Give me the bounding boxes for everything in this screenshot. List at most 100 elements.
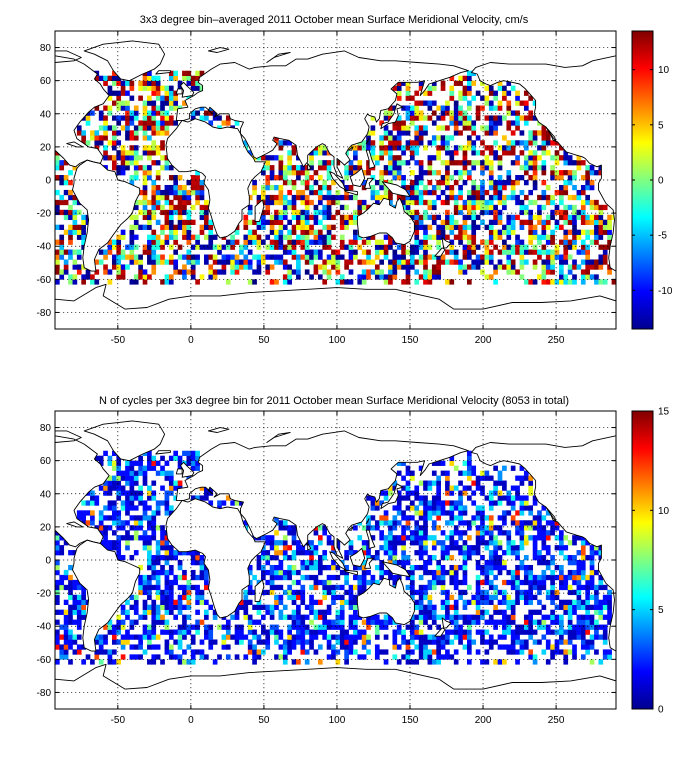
data-bin bbox=[129, 244, 135, 250]
data-bin bbox=[63, 175, 69, 181]
data-bin bbox=[488, 495, 494, 501]
data-bin bbox=[125, 540, 130, 546]
data-bin bbox=[221, 259, 227, 265]
data-bin bbox=[475, 505, 481, 511]
data-bin bbox=[607, 594, 612, 601]
data-bin bbox=[523, 209, 529, 216]
data-bin bbox=[541, 135, 547, 141]
data-bin bbox=[68, 170, 73, 176]
data-bin bbox=[370, 535, 376, 541]
data-bin bbox=[260, 574, 266, 581]
data-bin bbox=[155, 644, 161, 650]
data-bin bbox=[208, 624, 214, 630]
data-bin bbox=[532, 264, 538, 270]
data-bin bbox=[453, 579, 459, 586]
data-bin bbox=[585, 264, 590, 270]
data-bin bbox=[388, 540, 393, 546]
data-bin bbox=[418, 654, 424, 660]
data-bin bbox=[396, 145, 402, 151]
data-bin bbox=[523, 219, 529, 225]
data-bin bbox=[168, 259, 174, 265]
data-bin bbox=[357, 244, 363, 250]
data-bin bbox=[147, 115, 152, 121]
data-bin bbox=[488, 184, 494, 191]
data-bin bbox=[190, 550, 196, 556]
data-bin bbox=[129, 525, 135, 531]
data-bin bbox=[103, 540, 108, 546]
data-bin bbox=[168, 189, 174, 196]
data-bin bbox=[410, 150, 415, 156]
data-bin bbox=[396, 460, 402, 466]
data-bin bbox=[576, 155, 582, 161]
data-bin bbox=[111, 475, 117, 481]
data-bin bbox=[278, 560, 284, 566]
data-bin bbox=[142, 470, 148, 476]
data-bin bbox=[55, 639, 60, 645]
data-bin bbox=[85, 500, 91, 506]
data-bin bbox=[471, 515, 477, 521]
data-bin bbox=[554, 170, 560, 176]
data-bin bbox=[383, 135, 389, 141]
data-bin bbox=[103, 80, 108, 86]
data-bin bbox=[357, 209, 363, 216]
data-bin bbox=[147, 604, 152, 610]
data-bin bbox=[567, 244, 573, 250]
data-bin bbox=[414, 130, 420, 136]
data-bin bbox=[594, 619, 599, 625]
data-bin bbox=[453, 120, 459, 126]
data-bin bbox=[199, 85, 205, 91]
data-bin bbox=[125, 150, 130, 156]
data-bin bbox=[94, 75, 100, 81]
data-bin bbox=[598, 264, 604, 270]
data-bin bbox=[488, 194, 494, 201]
data-bin bbox=[269, 535, 275, 541]
data-bin bbox=[423, 274, 428, 280]
data-bin bbox=[55, 189, 60, 196]
data-bin bbox=[326, 165, 332, 171]
data-bin bbox=[234, 254, 240, 260]
data-bin bbox=[173, 100, 179, 106]
data-bin bbox=[296, 254, 301, 260]
data-bin bbox=[344, 564, 349, 571]
data-bin bbox=[287, 564, 292, 571]
data-bin bbox=[532, 500, 538, 506]
data-bin bbox=[545, 530, 551, 536]
data-bin bbox=[545, 130, 551, 136]
y-tick-label: -40 bbox=[37, 622, 52, 633]
data-bin bbox=[528, 209, 534, 216]
data-bin bbox=[466, 140, 472, 146]
data-bin bbox=[532, 199, 538, 206]
data-bin bbox=[116, 244, 122, 250]
data-bin bbox=[541, 145, 547, 151]
data-bin bbox=[423, 569, 428, 576]
data-bin bbox=[423, 264, 428, 270]
x-ticks: -50 0 50 100 150 200 250 bbox=[111, 411, 565, 726]
data-bin bbox=[151, 110, 157, 116]
data-bin bbox=[532, 100, 538, 106]
data-bin bbox=[537, 194, 542, 201]
data-bin bbox=[317, 194, 323, 201]
data-bin bbox=[138, 269, 143, 275]
data-bin bbox=[133, 470, 139, 476]
data-bin bbox=[361, 145, 367, 151]
data-bin bbox=[155, 80, 161, 86]
data-bin bbox=[59, 194, 65, 201]
data-bin bbox=[300, 165, 306, 171]
data-bin bbox=[291, 550, 297, 556]
data-bin bbox=[309, 599, 314, 605]
data-bin bbox=[449, 574, 455, 581]
data-bin bbox=[445, 214, 450, 221]
data-bin bbox=[72, 214, 78, 221]
data-bin bbox=[182, 450, 187, 456]
data-bin bbox=[480, 540, 485, 546]
data-bin bbox=[125, 100, 130, 106]
data-bin bbox=[427, 535, 433, 541]
data-bin bbox=[418, 510, 424, 516]
data-bin bbox=[164, 639, 170, 645]
data-bin bbox=[453, 500, 459, 506]
data-bin bbox=[414, 209, 420, 216]
data-bin bbox=[545, 140, 551, 146]
data-bin bbox=[567, 160, 573, 166]
data-bin bbox=[488, 505, 494, 511]
data-bin bbox=[76, 634, 82, 640]
